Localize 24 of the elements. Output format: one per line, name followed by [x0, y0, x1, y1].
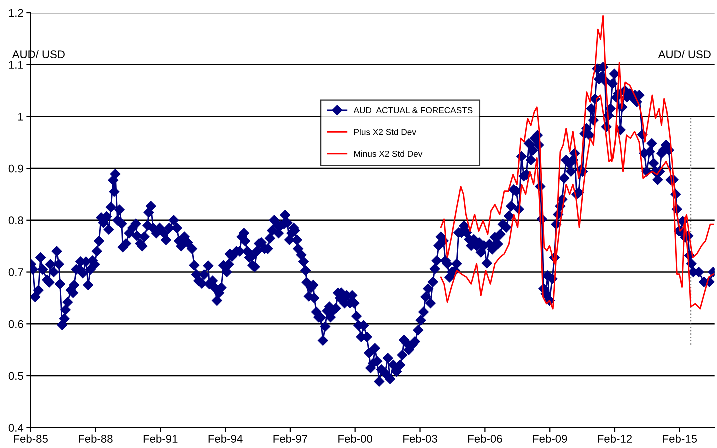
y-tick-label: 0.9 [8, 164, 24, 173]
legend-label: Minus X2 Std Dev [354, 150, 423, 158]
y-tick-label: 0.5 [8, 372, 24, 380]
legend-label: Plus X2 Std Dev [354, 128, 416, 136]
x-tick-label: Feb-12 [598, 434, 632, 443]
x-tick-label: Feb-09 [533, 434, 568, 443]
y-tick-label: 1 [18, 113, 24, 121]
x-tick-label: Feb-94 [208, 434, 243, 443]
annotation: AUD/ USD [658, 50, 711, 59]
x-tick-label: Feb-85 [14, 434, 48, 443]
x-tick-label: Feb-97 [274, 434, 308, 443]
y-tick-label: 1.1 [9, 61, 24, 69]
x-tick-label: Feb-88 [79, 434, 113, 443]
y-tick-label: 0.4 [8, 424, 24, 432]
y-tick-label: 1.2 [9, 9, 24, 18]
x-tick-label: Feb-91 [144, 434, 178, 443]
y-tick-label: 0.7 [8, 268, 24, 276]
x-tick-label: Feb-03 [404, 434, 438, 443]
y-tick-label: 0.6 [8, 320, 24, 328]
x-tick-label: Feb-15 [663, 434, 698, 443]
y-tick-label: 0.8 [8, 216, 24, 225]
legend-label: AUD ACTUAL & FORECASTS [354, 107, 473, 114]
x-tick-label: Feb-06 [468, 434, 502, 443]
x-tick-label: Feb-00 [338, 434, 373, 443]
